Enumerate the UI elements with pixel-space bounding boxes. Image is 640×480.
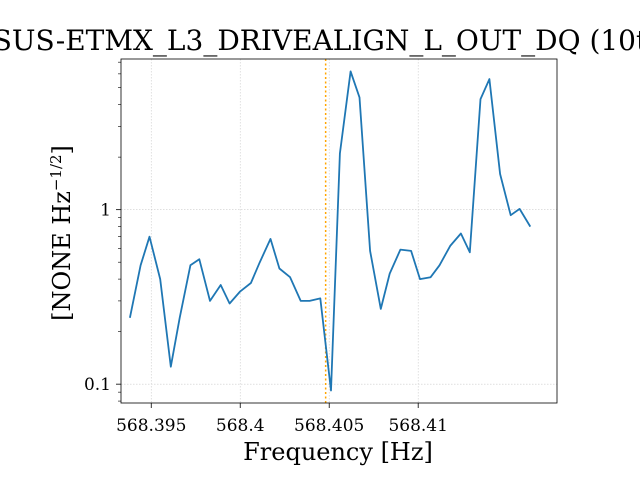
- y-axis-label-exponent: −1/2: [47, 154, 65, 191]
- y-axis-label: [NONE Hz−1/2]: [47, 145, 76, 321]
- x-tick-label: 568.405: [294, 416, 364, 436]
- series-line: [129, 70, 532, 392]
- series-layer: [129, 70, 532, 392]
- y-tick-label: 1: [100, 201, 111, 221]
- grid: [121, 59, 557, 403]
- x-tick-label: 568.41: [388, 416, 447, 436]
- x-tick-label: 568.395: [116, 416, 186, 436]
- x-axis-label: Frequency [Hz]: [243, 438, 433, 466]
- y-axis-label-main: [NONE Hz: [48, 191, 76, 321]
- y-axis: 0.11: [84, 61, 121, 402]
- plot-frame: [120, 58, 558, 404]
- chart-title: SUS-ETMX_L3_DRIVEALIGN_L_OUT_DQ (10t: [0, 24, 640, 57]
- y-tick-label: 0.1: [84, 375, 111, 395]
- y-axis-label-close: ]: [48, 145, 76, 154]
- x-axis: 568.395 568.4 568.405 568.41: [116, 403, 448, 436]
- x-tick-label: 568.4: [216, 416, 265, 436]
